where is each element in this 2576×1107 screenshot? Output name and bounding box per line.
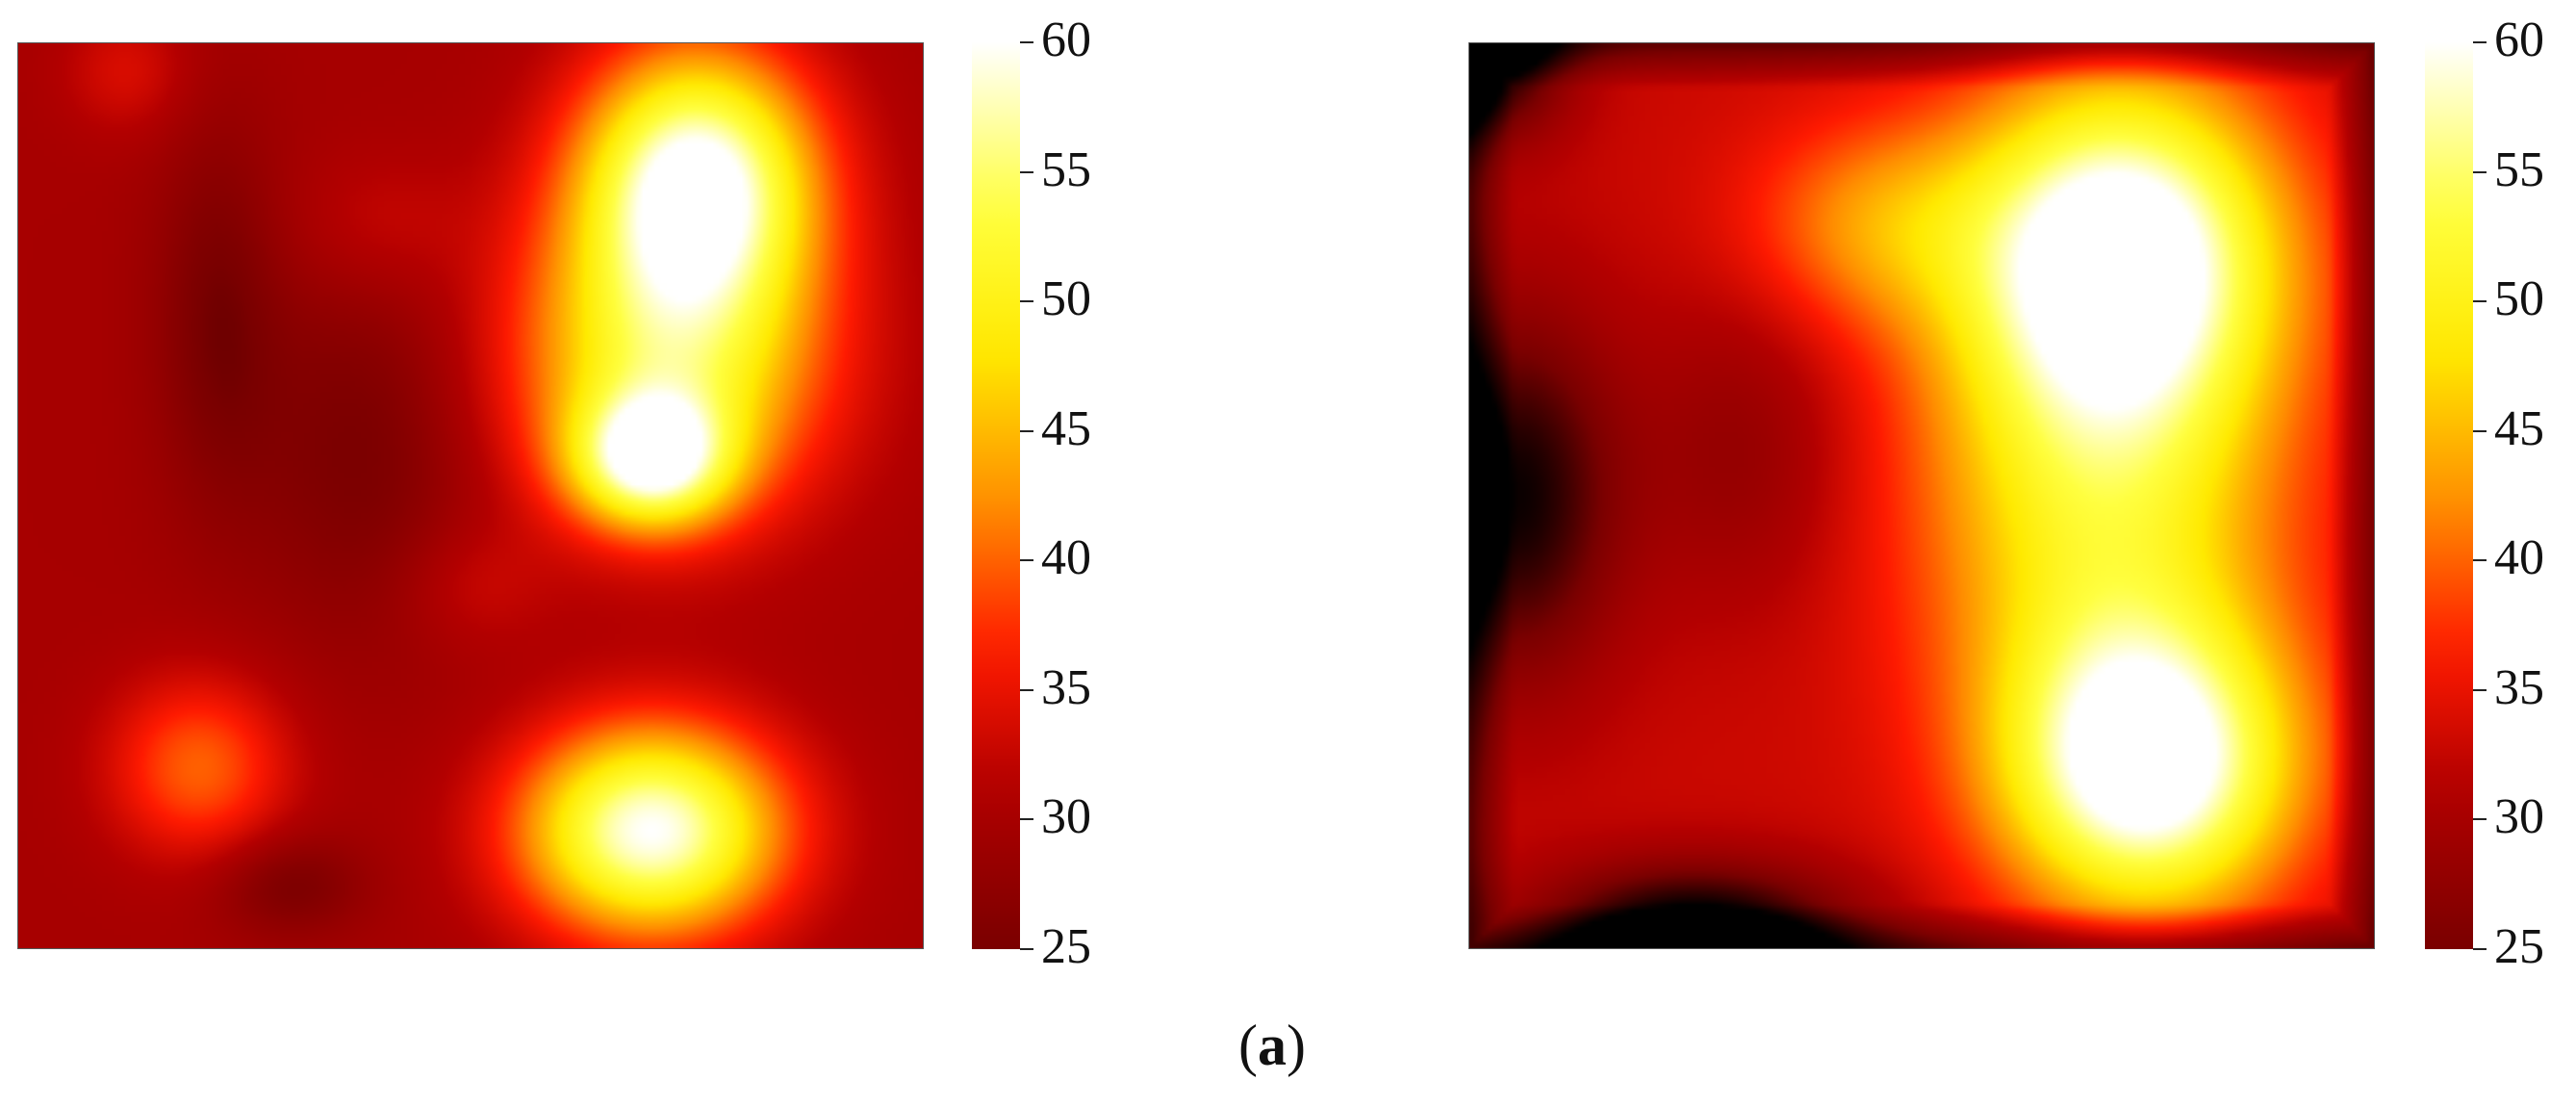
heatmap-field-1 bbox=[18, 43, 923, 948]
colorbar-tick-label: 45 bbox=[2494, 400, 2544, 456]
colorbar-gradient bbox=[972, 42, 1020, 949]
colorbar-tick-label: 50 bbox=[2494, 271, 2544, 327]
colorbar-tick-mark bbox=[2473, 818, 2487, 821]
colorbar-1 bbox=[972, 42, 1020, 949]
colorbar-tick-mark bbox=[2473, 948, 2487, 950]
colorbar-tick-mark bbox=[1020, 170, 1033, 173]
colorbar-tick-label: 55 bbox=[2494, 142, 2544, 197]
colorbar-tick-mark bbox=[2473, 170, 2487, 173]
colorbar-tick-label: 40 bbox=[1041, 530, 1091, 586]
colorbar-tick-label: 45 bbox=[1041, 400, 1091, 456]
colorbar-tick-mark bbox=[1020, 300, 1033, 303]
colorbar-tick-label: 50 bbox=[1041, 271, 1091, 327]
colorbar-2 bbox=[2425, 42, 2473, 949]
colorbar-tick-mark bbox=[2473, 559, 2487, 562]
colorbar-tick-mark bbox=[2473, 429, 2487, 432]
colorbar-tick-mark bbox=[2473, 688, 2487, 691]
colorbar-tick-mark bbox=[1020, 688, 1033, 691]
colorbar-tick-mark bbox=[1020, 559, 1033, 562]
colorbar-tick-label: 30 bbox=[1041, 789, 1091, 845]
heatmap-field-2 bbox=[1469, 43, 2374, 948]
colorbar-tick-mark bbox=[1020, 948, 1033, 950]
colorbar-tick-label: 25 bbox=[1041, 919, 1091, 974]
colorbar-tick-mark bbox=[1020, 41, 1033, 43]
colorbar-tick-label: 60 bbox=[2494, 13, 2544, 67]
colorbar-tick-label: 60 bbox=[1041, 13, 1091, 67]
colorbar-tick-label: 30 bbox=[2494, 789, 2544, 845]
colorbar-tick-mark bbox=[2473, 300, 2487, 303]
heatmap-panel-2 bbox=[1468, 42, 2375, 949]
colorbar-tick-mark bbox=[1020, 818, 1033, 821]
figure-caption: (a) bbox=[1238, 1014, 1306, 1077]
heatmap-panel-1 bbox=[17, 42, 924, 949]
colorbar-tick-label: 40 bbox=[2494, 530, 2544, 586]
colorbar-tick-label: 35 bbox=[2494, 659, 2544, 715]
colorbar-tick-label: 25 bbox=[2494, 919, 2544, 974]
colorbar-gradient bbox=[2425, 42, 2473, 949]
colorbar-tick-mark bbox=[1020, 429, 1033, 432]
colorbar-tick-mark bbox=[2473, 41, 2487, 43]
colorbar-tick-label: 35 bbox=[1041, 659, 1091, 715]
colorbar-tick-label: 55 bbox=[1041, 142, 1091, 197]
